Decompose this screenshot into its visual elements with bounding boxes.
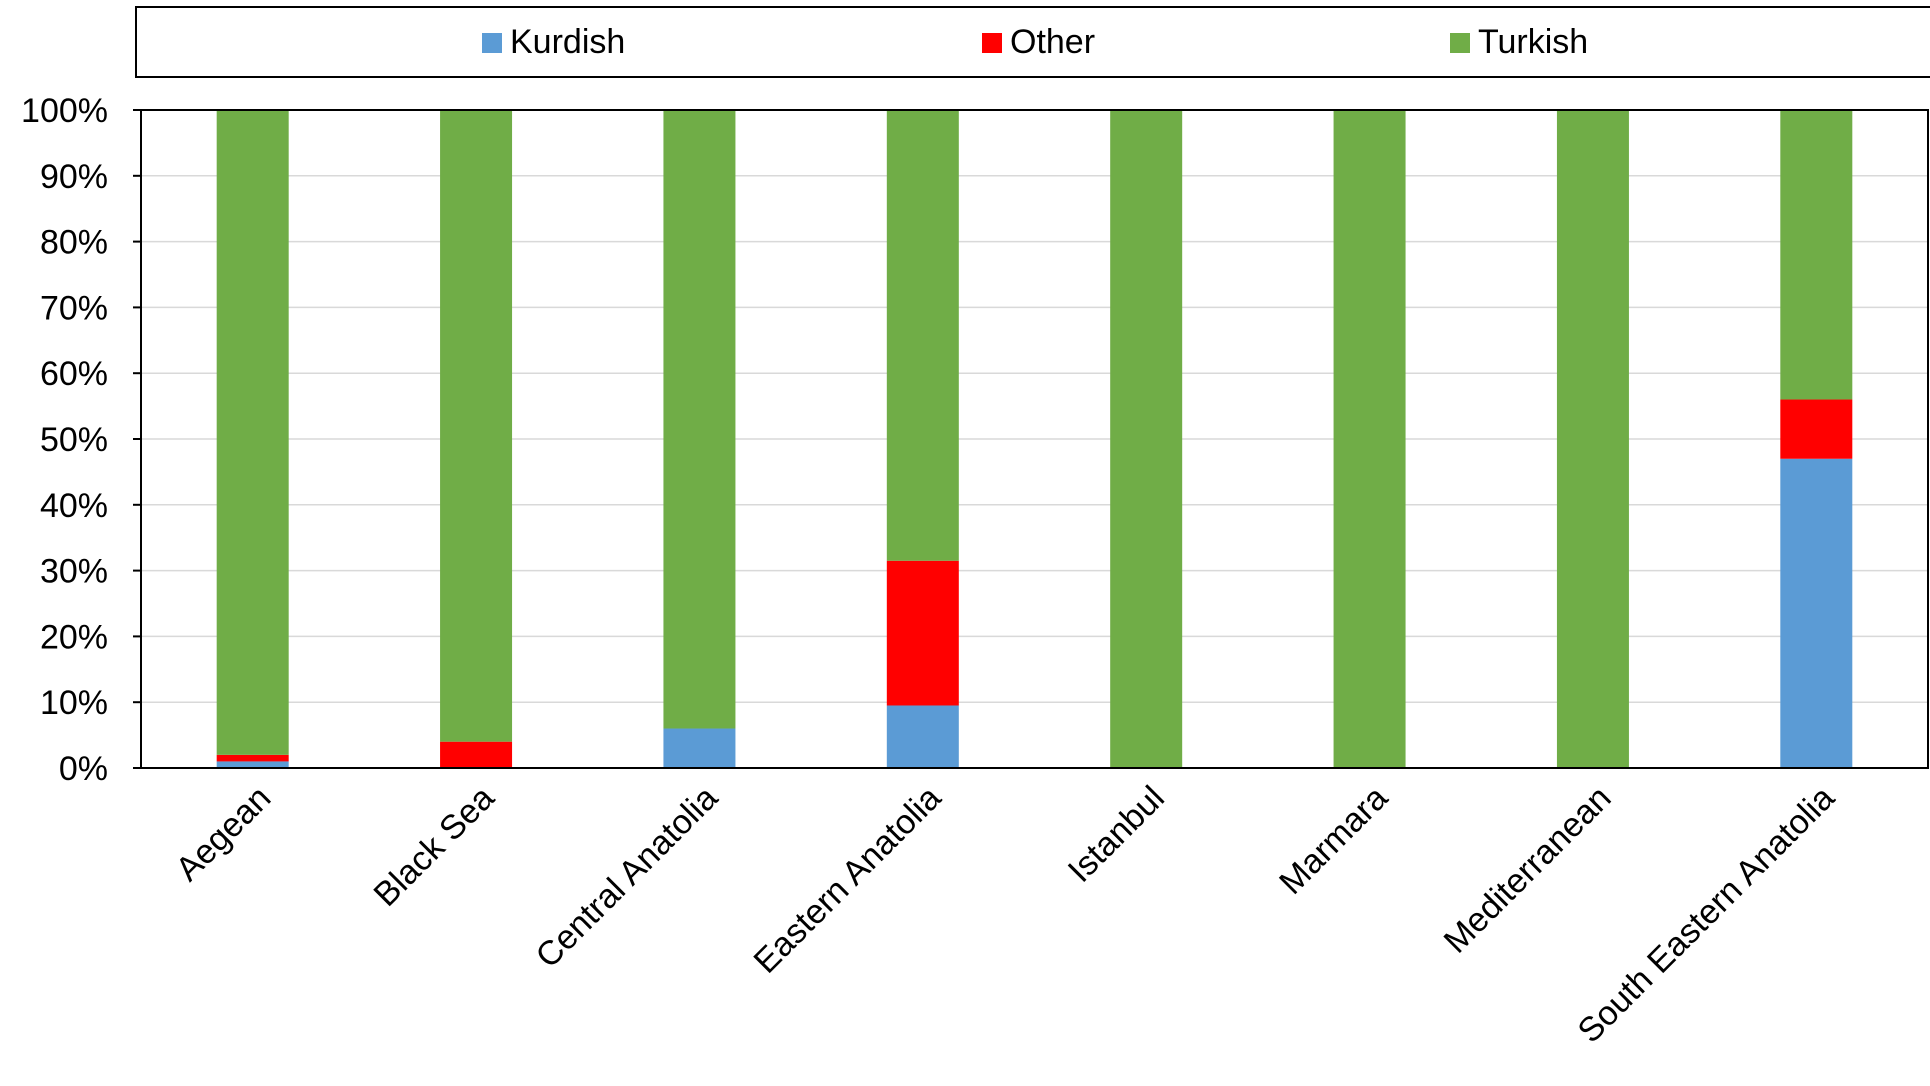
bar-other-aegean: [216, 754, 289, 762]
x-tick-label: Central Anatolia: [528, 779, 725, 976]
bar-other-south-eastern-anatolia: [1780, 399, 1853, 459]
bars: [216, 110, 1853, 768]
y-tick-label: 90%: [40, 158, 108, 196]
y-tick-label: 30%: [40, 553, 108, 591]
bar-turkish-black-sea: [440, 110, 513, 742]
legend-label-turkish: Turkish: [1478, 23, 1588, 61]
x-tick-label: Mediterranean: [1437, 779, 1619, 961]
bar-kurdish-south-eastern-anatolia: [1780, 458, 1853, 768]
x-tick-label: Eastern Anatolia: [747, 779, 949, 981]
legend-swatch-other: [982, 33, 1002, 53]
x-tick-label: South Eastern Anatolia: [1570, 779, 1842, 1051]
bar-kurdish-eastern-anatolia: [886, 705, 959, 768]
y-axis: 0% 10% 20% 30% 40% 50% 60% 70% 80% 90% 100%: [21, 92, 141, 788]
bar-other-black-sea: [440, 741, 513, 768]
y-tick-label: 20%: [40, 618, 108, 656]
bar-kurdish-central-anatolia: [663, 728, 736, 768]
x-tick-label: Black Sea: [367, 779, 502, 914]
y-tick-label: 70%: [40, 289, 108, 327]
x-tick-label: Marmara: [1272, 779, 1395, 902]
bar-turkish-central-anatolia: [663, 110, 736, 729]
bar-other-eastern-anatolia: [886, 560, 959, 706]
legend-label-kurdish: Kurdish: [510, 23, 625, 61]
legend: Kurdish Other Turkish: [135, 6, 1930, 78]
y-tick-label: 100%: [21, 92, 108, 130]
bar-turkish-istanbul: [1110, 110, 1183, 768]
bar-turkish-aegean: [216, 110, 289, 755]
bar-turkish-marmara: [1333, 110, 1406, 768]
legend-label-other: Other: [1010, 23, 1095, 61]
bar-turkish-mediterranean: [1556, 110, 1629, 768]
bar-turkish-south-eastern-anatolia: [1780, 110, 1853, 400]
legend-swatch-kurdish: [482, 33, 502, 53]
y-tick-label: 50%: [40, 421, 108, 459]
x-tick-label: Aegean: [169, 779, 279, 889]
y-tick-label: 40%: [40, 487, 108, 525]
y-tick-label: 0%: [59, 750, 108, 788]
y-tick-label: 10%: [40, 684, 108, 722]
legend-box: [135, 6, 1930, 78]
x-axis: Aegean Black Sea Central Anatolia Eastern A…: [169, 779, 1842, 1051]
bar-kurdish-aegean: [216, 761, 289, 768]
bar-turkish-eastern-anatolia: [886, 110, 959, 561]
legend-swatch-turkish: [1450, 33, 1470, 53]
y-tick-label: 80%: [40, 224, 108, 262]
x-tick-label: Istanbul: [1061, 779, 1172, 890]
gridlines: [141, 175, 1928, 703]
y-tick-label: 60%: [40, 355, 108, 393]
